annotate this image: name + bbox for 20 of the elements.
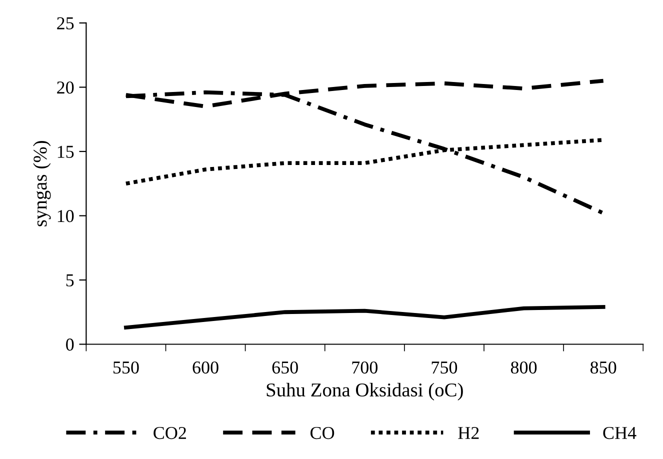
y-tick-label: 0 [66,338,74,351]
legend-label: H2 [458,426,479,439]
x-tick-label: 800 [510,361,537,374]
x-tick-label: 750 [432,361,458,374]
y-tick-label: 10 [58,210,74,222]
legend-label: CO2 [154,426,186,440]
y-tick-label: 15 [58,146,74,158]
y-tick-label: 5 [66,274,74,286]
x-tick-label: 600 [192,361,218,374]
x-tick-label: 550 [113,361,139,374]
legend-label: CH4 [603,426,636,440]
legend-label: CO [310,426,334,440]
x-tick-label: 850 [590,361,616,374]
x-tick-label: 650 [272,361,298,374]
y-tick-label: 25 [57,17,74,30]
x-axis-title: Suhu Zona Oksidasi (oC) [266,382,463,400]
x-tick-label: 700 [352,361,378,374]
y-tick-label: 20 [57,81,74,94]
line-series [124,305,606,330]
y-axis-title: syngas (%) [33,140,51,226]
